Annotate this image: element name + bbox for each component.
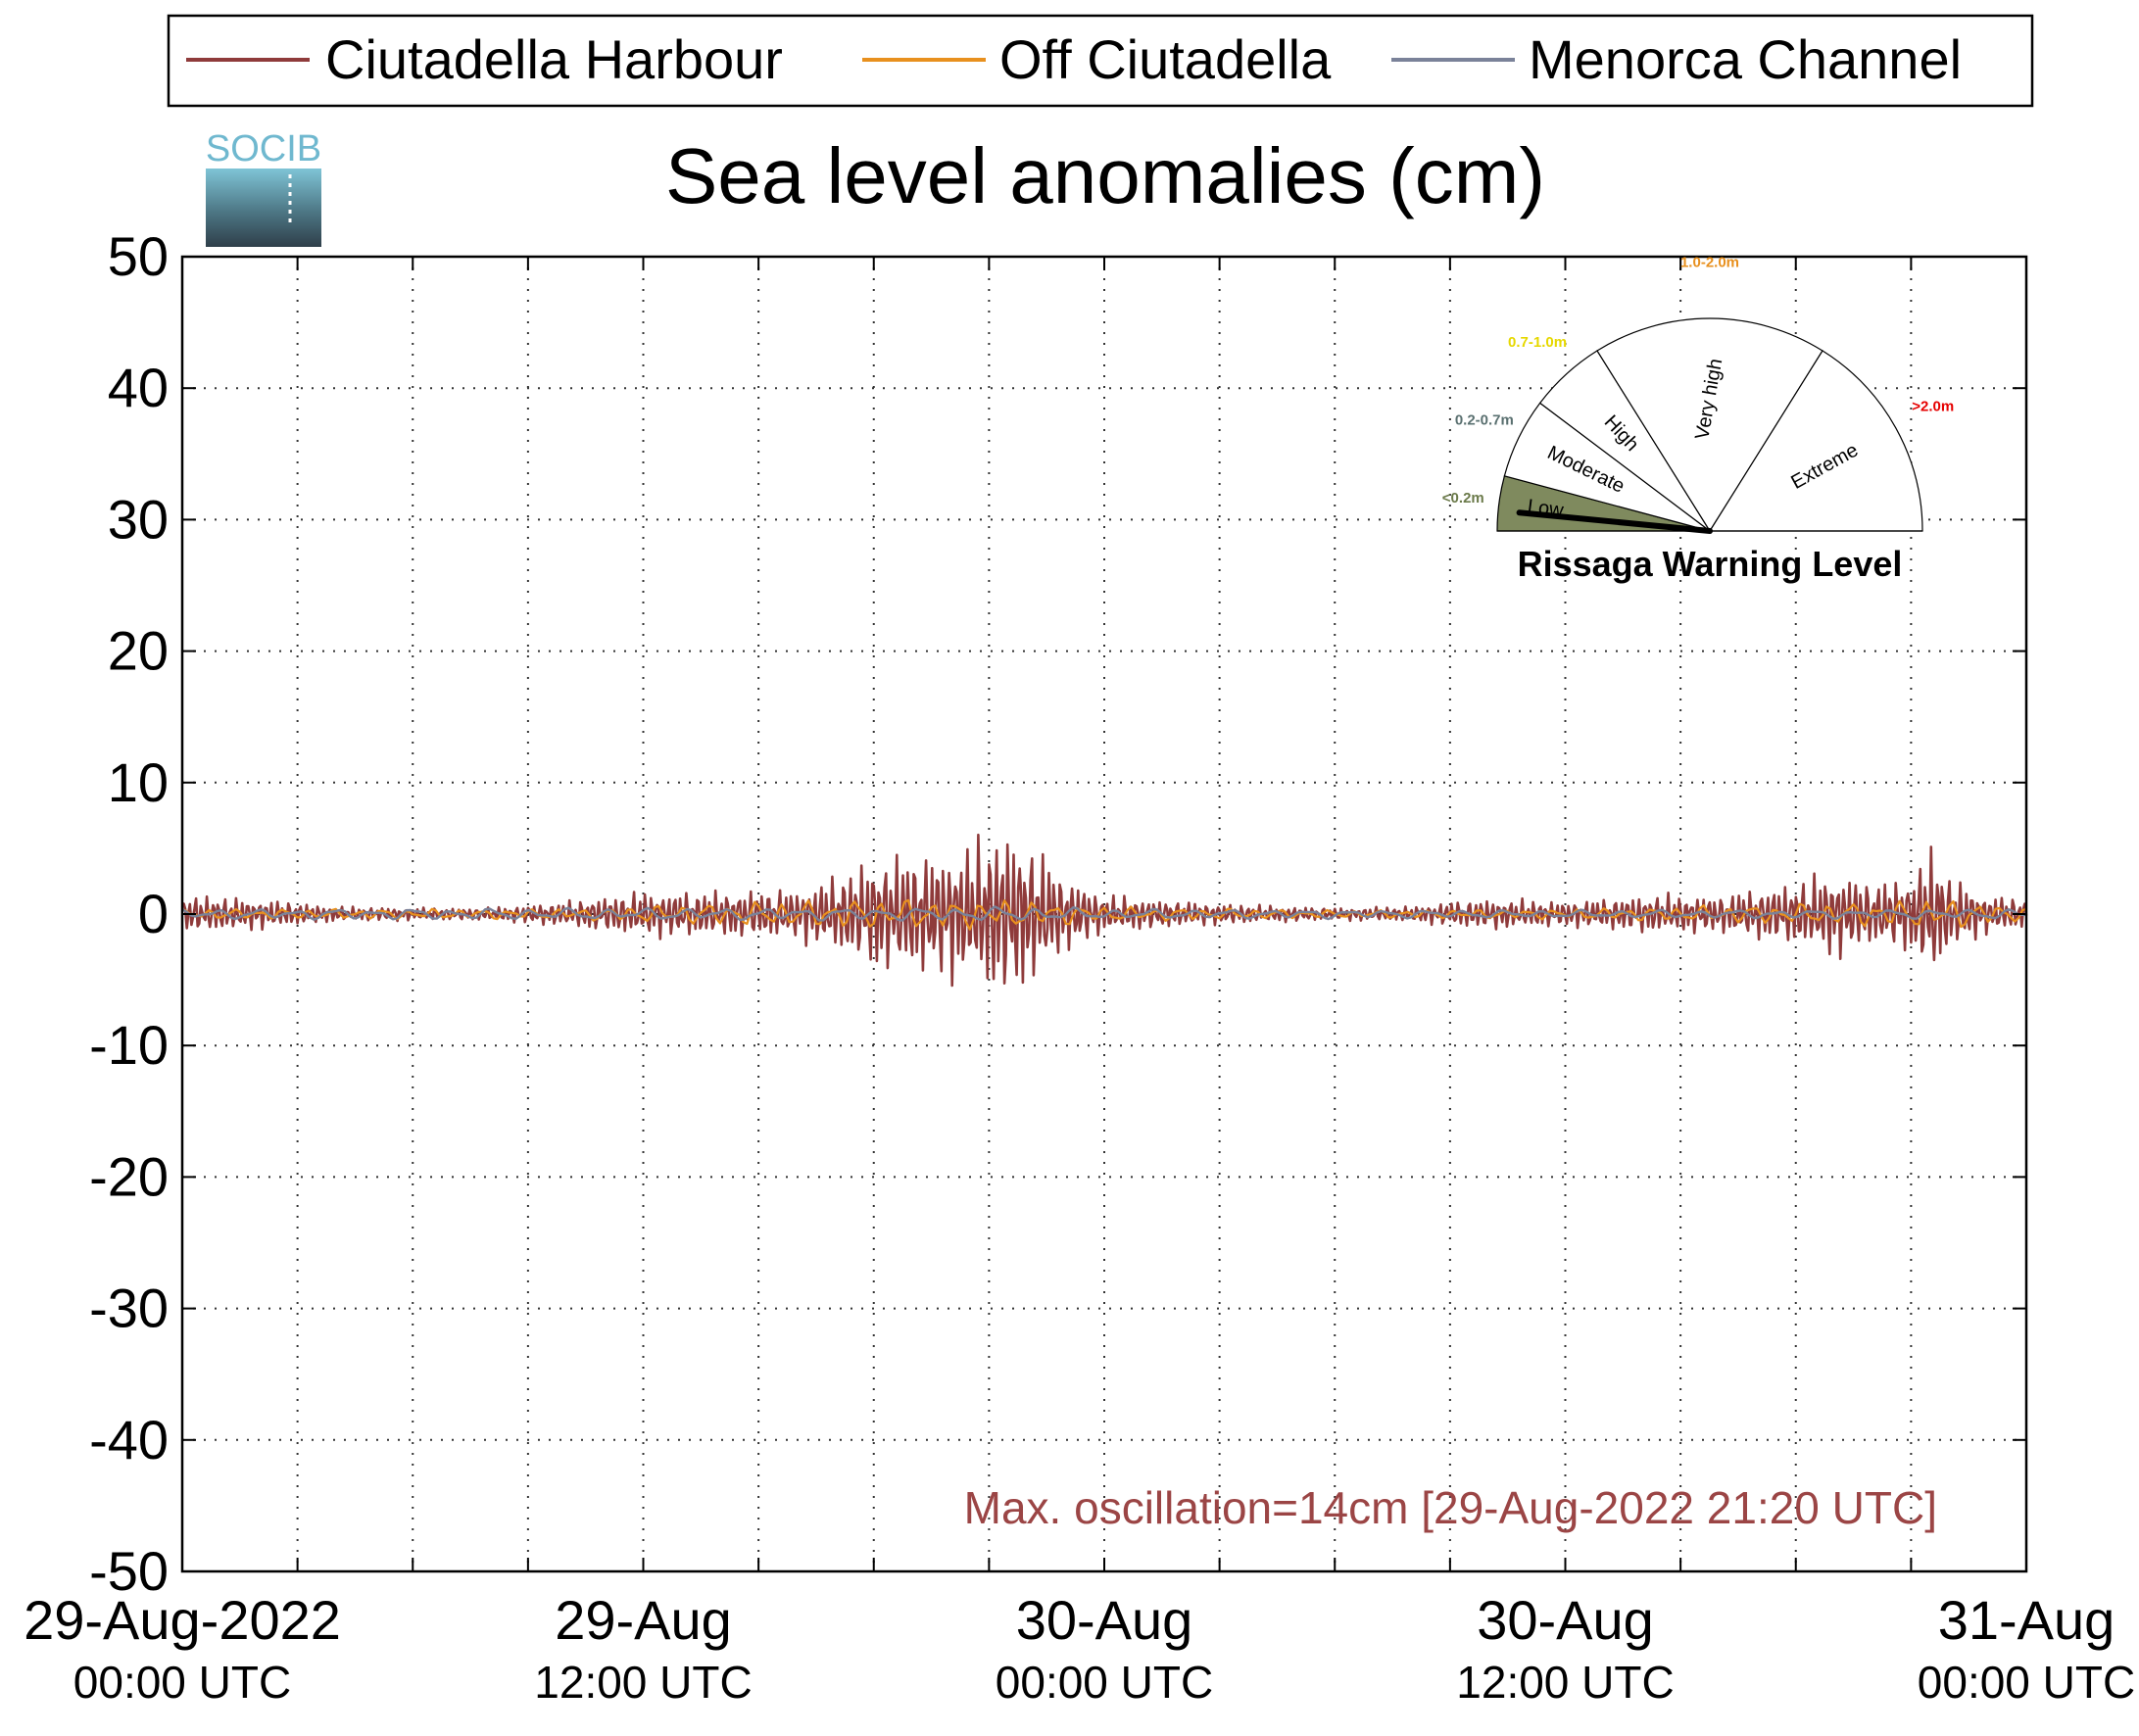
logo-text: SOCIB: [206, 128, 321, 169]
y-tick-label: 30: [108, 488, 169, 550]
legend-box: [167, 14, 2034, 108]
legend-label-off-ciutadella: Off Ciutadella: [999, 28, 1332, 90]
y-tick-label: 40: [108, 357, 169, 418]
x-tick-label-time: 00:00 UTC: [73, 1657, 291, 1708]
max-oscillation-annotation: Max. oscillation=14cm [29-Aug-2022 21:20…: [964, 1482, 1937, 1533]
x-tick-label-time: 12:00 UTC: [534, 1657, 752, 1708]
series-line-menorca-channel: [181, 905, 2027, 922]
y-tick-label: 0: [138, 883, 169, 944]
y-tick-label: 50: [108, 225, 169, 287]
ticks: [181, 256, 2027, 1572]
y-tick-label: -50: [89, 1540, 169, 1602]
gauge-sector: [1596, 317, 1823, 533]
legend-label-menorca-channel: Menorca Channel: [1529, 28, 1962, 90]
y-tick-label: -20: [89, 1145, 169, 1207]
chart-title: Sea level anomalies (cm): [665, 132, 1545, 219]
x-tick-label-time: 00:00 UTC: [996, 1657, 1213, 1708]
legend-label-ciutadella-harbour: Ciutadella Harbour: [325, 28, 783, 90]
logo-block: [206, 169, 321, 247]
y-tick-label: -40: [89, 1409, 169, 1471]
gauge-sector: [1708, 350, 1923, 532]
y-tick-labels: -50 -40 -30 -20 -10 0 10 20 30 40 50: [89, 225, 169, 1602]
gauge-needle: [1516, 509, 1713, 534]
series-layer: [180, 833, 2028, 988]
x-tick-label-date: 30-Aug: [1016, 1589, 1193, 1651]
gauge-range-label: 1.0-2.0m: [1680, 255, 1739, 271]
gauge-range-label: 0.2-0.7m: [1455, 412, 1514, 429]
gauge-range-label: 0.7-1.0m: [1508, 334, 1567, 351]
x-tick-label-date: 29-Aug-2022: [24, 1589, 341, 1651]
x-tick-label-date: 31-Aug: [1938, 1589, 2115, 1651]
gauge-range-label: <0.2m: [1442, 490, 1484, 506]
x-tick-label-time: 12:00 UTC: [1456, 1657, 1674, 1708]
x-tick-labels: 29-Aug-2022 00:00 UTC 29-Aug 12:00 UTC 30-Au…: [24, 1589, 2135, 1708]
y-tick-label: -30: [89, 1278, 169, 1339]
x-tick-label-date: 30-Aug: [1477, 1589, 1654, 1651]
y-tick-label: -10: [89, 1014, 169, 1076]
y-tick-label: 10: [108, 751, 169, 813]
x-tick-label-date: 29-Aug: [555, 1589, 732, 1651]
gauge-range-label: >2.0m: [1912, 399, 1954, 415]
legend: Ciutadella Harbour Off Ciutadella Menorc…: [167, 14, 2034, 108]
series-line-ciutadella-harbour: [180, 833, 2028, 988]
x-tick-label-time: 00:00 UTC: [1918, 1657, 2135, 1708]
y-tick-label: 20: [108, 620, 169, 682]
socib-logo: SOCIB: [206, 128, 321, 247]
gauge-title: Rissaga Warning Level: [1518, 544, 1903, 584]
